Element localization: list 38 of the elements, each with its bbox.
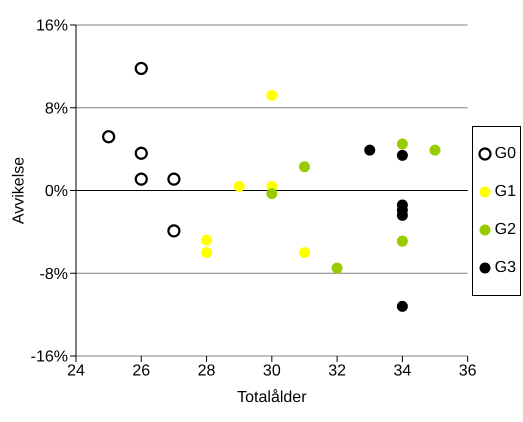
x-axis-title: Totalålder [237,389,308,406]
point [396,236,408,247]
legend-label: G2 [494,221,516,239]
y-axis-title: Avvikelse [10,156,28,224]
y-tick-label: 0% [44,183,68,200]
point [102,130,116,144]
point [396,150,408,161]
y-tick-label: -16% [30,348,68,366]
x-tick-label: 26 [132,362,150,380]
point [167,172,181,186]
x-tick-label: 36 [458,362,477,380]
point [134,146,148,160]
point [430,144,441,156]
x-tick-label: 30 [262,362,281,380]
point [201,234,212,246]
point [396,300,408,312]
legend-label: G0 [494,145,516,163]
point [266,90,278,101]
point [134,62,148,76]
point [364,144,376,156]
x-tick-label: 34 [393,362,412,380]
point [298,161,310,172]
point [234,180,245,192]
point [167,224,181,238]
point [266,188,278,200]
x-tick-label: 24 [67,362,85,380]
y-tick-label: -8% [40,266,68,283]
y-tick-label: 16% [36,18,68,35]
x-tick-label: 32 [328,362,346,380]
point [134,172,148,186]
point [298,247,310,258]
y-tick-label: 8% [44,100,68,118]
point [201,247,212,258]
point [332,262,343,274]
x-tick-label: 28 [198,362,216,380]
legend-label: G1 [494,183,516,201]
point [396,138,408,150]
legend-label: G3 [494,259,516,277]
